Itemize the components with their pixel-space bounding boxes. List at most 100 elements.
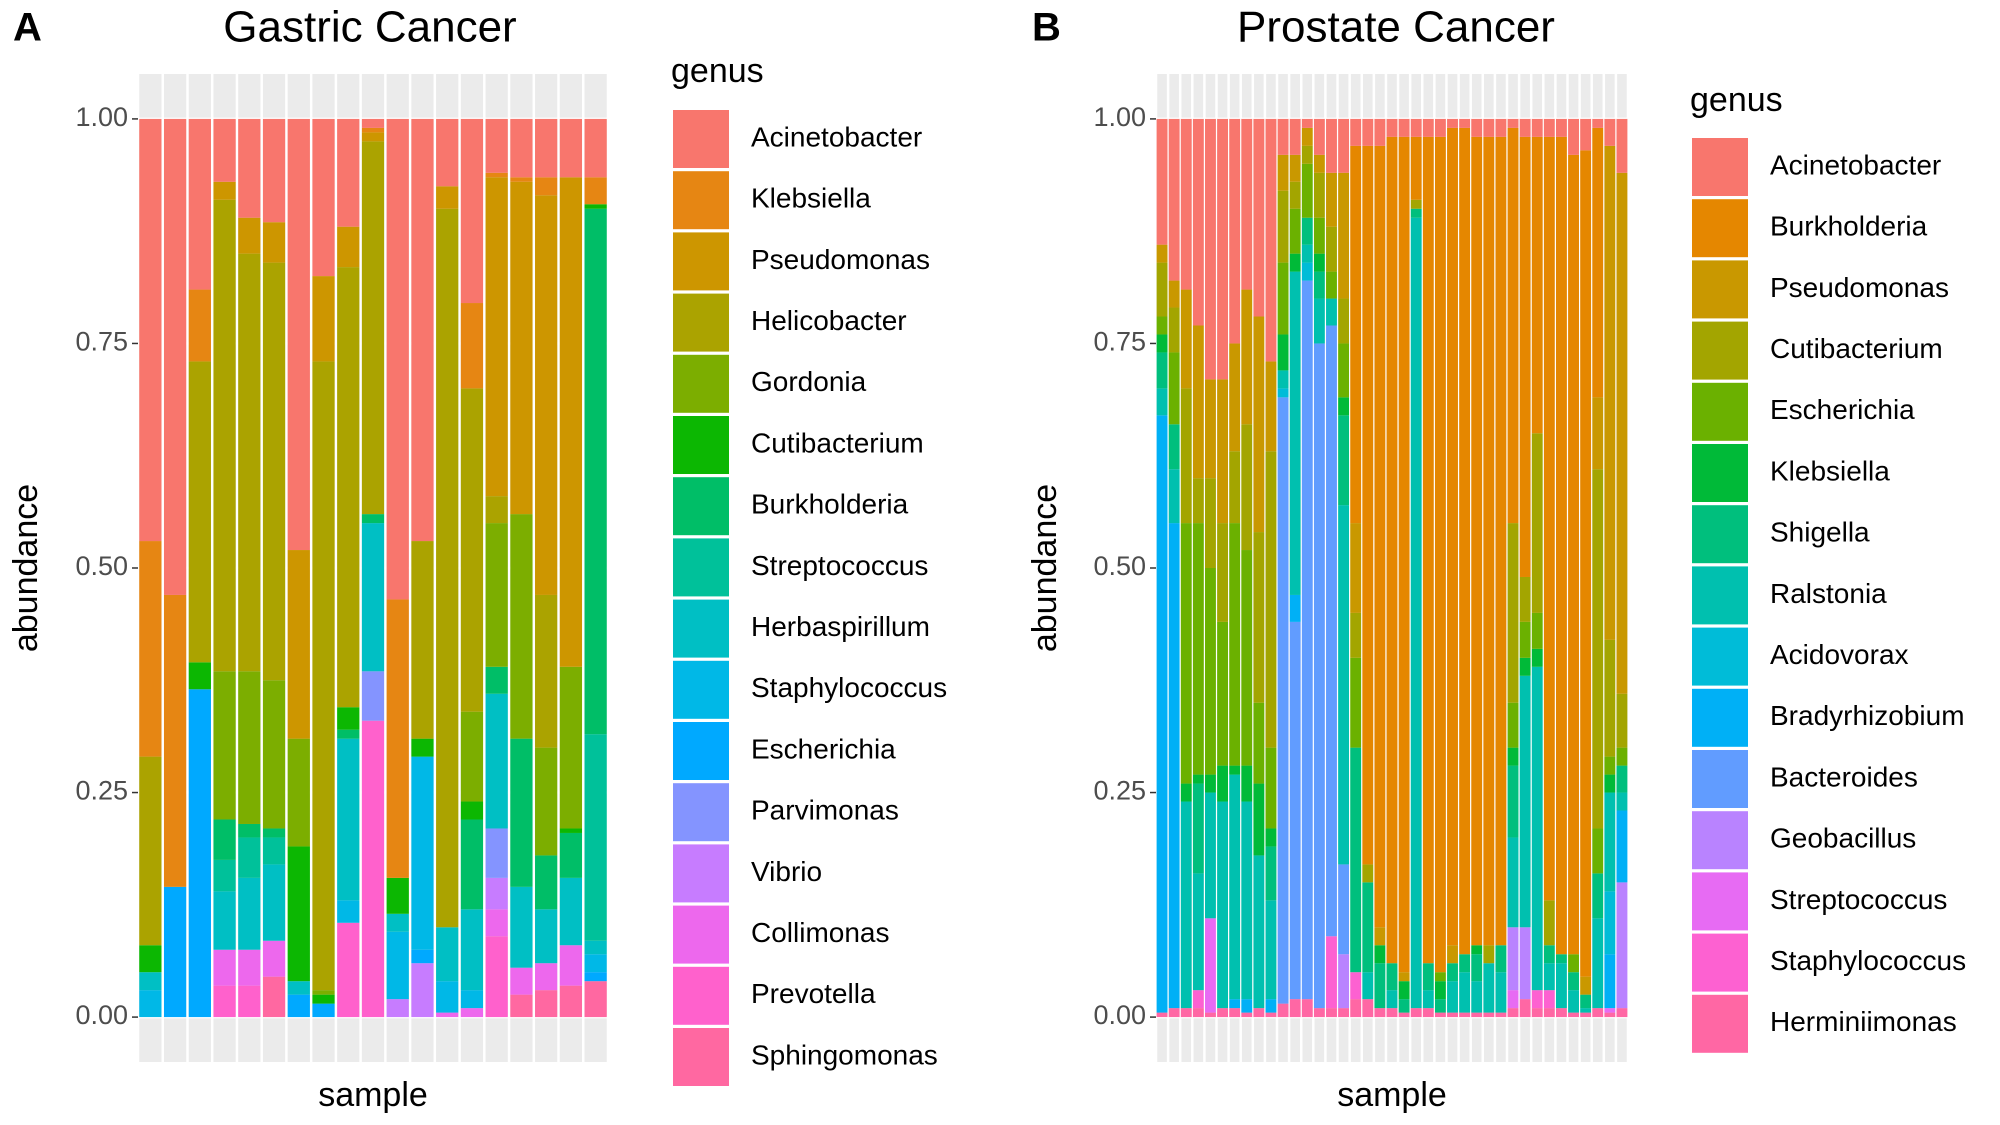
bar-segment [1616,792,1628,811]
bar-segment [1362,864,1374,883]
bar-segment [1180,289,1192,389]
bar-segment [1568,954,1579,973]
legend-key [673,293,729,352]
bar-segment [1313,298,1325,344]
bar-segment [361,127,385,133]
bar-segment [386,877,409,914]
legend-key [673,905,729,964]
bar-segment [1350,657,1362,748]
bar-segment [287,118,310,551]
x-axis-title: sample [318,1076,428,1114]
bar-segment [584,981,607,1018]
bar-segment [1205,1012,1216,1018]
bar-segment [535,195,558,595]
bar-segment [485,523,508,667]
bar-segment [1410,1008,1422,1018]
bar-segment [460,990,484,1009]
bar-segment [1313,1008,1325,1018]
bar-segment [213,891,236,950]
bar-segment [1471,118,1483,137]
bar-segment [1338,298,1350,344]
legend-key [1692,382,1748,441]
bar-segment [1374,963,1386,1009]
bar-segment [1507,990,1519,1009]
bar-segment [1338,118,1350,173]
bar-segment [436,186,459,209]
bar-segment [1483,945,1495,964]
bar-segment [1592,118,1604,128]
legend-key [1692,872,1748,931]
bar-segment [1301,217,1313,245]
legend-key [1692,566,1748,625]
bar-segment [559,118,583,178]
bar-segment [1604,891,1616,955]
bar-segment [361,118,385,128]
bar-segment [460,1008,484,1018]
bar-segment [262,222,286,263]
bar-segment [559,828,583,833]
bar-segment [1495,945,1507,973]
bar-segment [1616,172,1628,694]
legend-label: Vibrio [751,856,822,887]
legend-label: Klebsiella [751,183,871,214]
bar-segment [1205,774,1216,793]
bar-segment [1156,244,1168,263]
bar-segment [1350,523,1362,613]
bar-segment [1519,999,1531,1018]
bar-segment [1313,217,1325,254]
bar-segment [460,388,484,712]
bar-segment [139,972,162,991]
bar-segment [460,909,484,991]
bar-segment [1217,765,1229,802]
bar-segment [1495,136,1507,946]
bar-segment [262,864,286,941]
bar-segment [1192,118,1204,326]
bar-segment [1604,1008,1616,1013]
bar-segment [139,541,162,757]
bar-segment [1241,801,1253,1000]
bar-segment [1217,621,1229,766]
bar-segment [1326,172,1337,227]
bar-segment [1338,343,1350,398]
bar-segment [1604,756,1616,775]
bar-segment [1313,118,1325,155]
bar-segment [485,172,508,178]
bar-segment [1289,999,1301,1018]
bar-segment [1156,118,1168,245]
bar-segment [1459,954,1471,973]
bar-segment [312,361,335,991]
bar-segment [1338,505,1350,865]
legend-key [673,966,729,1025]
legend-key [1692,688,1748,747]
y-axis-title: abundance [1026,484,1064,652]
bar-segment [1338,954,1350,1009]
bar-segment [1422,990,1434,1009]
bar-segment [1483,118,1495,137]
bar-segment [1156,1012,1168,1018]
bar-segment [1229,774,1241,1000]
bar-segment [337,707,360,730]
bar-segment [1362,999,1374,1018]
bar-segment [1519,136,1531,577]
bar-segment [1277,370,1289,389]
y-tick-label: 0.00 [75,1000,128,1030]
bar-segment [1350,118,1362,146]
bar-segment [1289,253,1301,272]
bar-segment [1459,127,1471,955]
bar-segment [238,877,261,950]
bar-segment [584,204,607,209]
bar-segment [559,945,583,986]
bar-segment [1277,262,1289,335]
bar-segment [1434,999,1446,1013]
bar-segment [1447,963,1458,982]
bar-segment [460,711,484,802]
bar-segment [411,756,434,950]
bar-segment [1350,972,1362,1000]
bar-segment [1580,118,1592,151]
bar-segment [287,994,310,1018]
bar-segment [411,949,434,964]
bar-segment [1229,999,1241,1009]
bar-segment [1205,568,1216,775]
bar-segment [535,118,558,178]
bar-segment [1350,612,1362,658]
